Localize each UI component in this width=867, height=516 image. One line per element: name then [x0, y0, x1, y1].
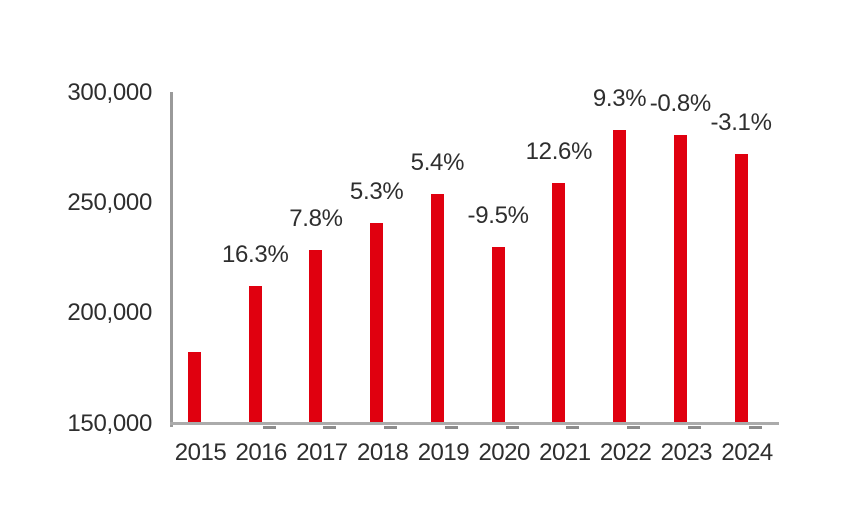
bar [248, 286, 262, 422]
growth-percent-label: 12.6% [525, 138, 593, 166]
x-axis-year-label: 2016 [235, 439, 288, 466]
baseline-dash [505, 425, 519, 429]
growth-percent-label: 5.3% [349, 177, 404, 205]
growth-percent-label: 5.4% [410, 149, 465, 176]
bar [491, 247, 505, 422]
growth-percent-label: -9.5% [467, 202, 530, 230]
baseline-dash [566, 425, 580, 429]
x-axis-year-label: 2024 [721, 439, 773, 466]
bar [613, 130, 627, 422]
y-axis-tick-label: 300,000 [67, 78, 152, 106]
growth-percent-label: -0.8% [649, 90, 712, 118]
baseline-dash [627, 425, 641, 429]
growth-percent-label: -3.1% [710, 109, 772, 137]
growth-percent-label: 16.3% [221, 241, 289, 269]
x-axis-year-label: 2018 [356, 439, 409, 466]
y-axis-tick-label: 250,000 [67, 188, 152, 216]
x-axis-year-label: 2019 [417, 439, 470, 466]
growth-percent-label: 7.8% [289, 204, 343, 232]
bar [188, 351, 201, 422]
x-axis-year-label: 2022 [599, 439, 652, 466]
bar [430, 194, 444, 422]
baseline-dash [444, 425, 458, 429]
x-axis-year-label: 2020 [478, 439, 530, 466]
bar [309, 249, 323, 422]
baseline-dash [384, 425, 398, 429]
y-axis-tick-label: 150,000 [67, 409, 152, 437]
x-axis-year-label: 2021 [539, 439, 591, 466]
y-axis-line [169, 91, 173, 427]
baseline-dash [748, 425, 762, 429]
baseline-dash [262, 425, 276, 429]
bar [552, 183, 566, 422]
bar [370, 222, 384, 422]
growth-percent-label: 9.3% [592, 85, 647, 113]
bar [673, 135, 687, 422]
x-axis-year-label: 2017 [296, 439, 348, 466]
x-axis-year-label: 2015 [174, 439, 227, 466]
bar [734, 154, 748, 422]
y-axis-tick-label: 200,000 [67, 299, 152, 327]
baseline-dash [323, 425, 337, 429]
x-axis-year-label: 2023 [660, 439, 713, 466]
baseline-dash [687, 425, 701, 429]
x-axis-line [169, 422, 779, 425]
